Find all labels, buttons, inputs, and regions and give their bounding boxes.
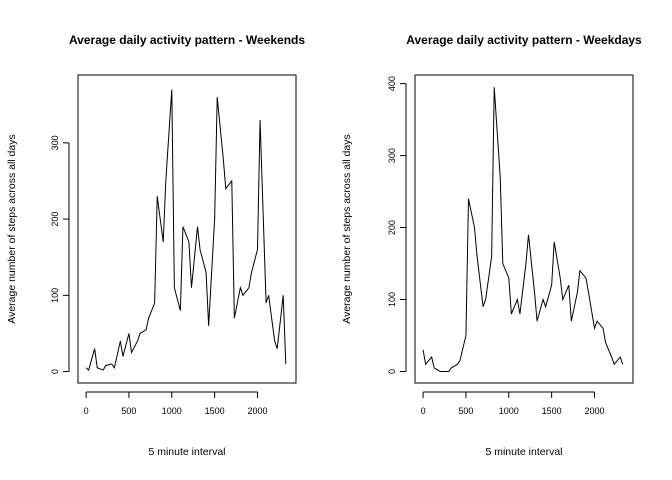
x-tick-label: 2000	[584, 406, 604, 416]
y-tick-label: 0	[50, 369, 60, 374]
x-tick-label: 2000	[247, 406, 267, 416]
x-tick-label: 500	[121, 406, 136, 416]
x-tick-label: 1500	[542, 406, 562, 416]
y-tick-label: 200	[387, 220, 397, 235]
y-axis-label: Average number of steps across all days	[341, 134, 353, 324]
y-tick-label: 100	[387, 292, 397, 307]
x-axis-label: 5 minute interval	[485, 446, 562, 458]
plot-box	[414, 74, 634, 384]
y-tick-label: 200	[50, 212, 60, 227]
y-tick-label: 100	[50, 288, 60, 303]
y-tick-label: 300	[50, 135, 60, 150]
x-tick-label: 0	[421, 406, 426, 416]
x-tick-label: 0	[84, 406, 89, 416]
y-tick-label: 0	[387, 369, 397, 374]
data-line	[422, 87, 624, 372]
x-tick-label: 1000	[499, 406, 519, 416]
x-tick-label: 1500	[205, 406, 225, 416]
chart-title: Average daily activity pattern - Weekend…	[69, 33, 305, 47]
data-line	[85, 89, 287, 371]
chart-title: Average daily activity pattern - Weekday…	[406, 33, 642, 47]
y-tick-label: 400	[387, 76, 397, 91]
plot-box	[77, 74, 297, 384]
x-tick-label: 500	[458, 406, 473, 416]
x-tick-label: 1000	[162, 406, 182, 416]
x-axis-label: 5 minute interval	[148, 446, 225, 458]
y-axis-label: Average number of steps across all days	[6, 134, 18, 324]
y-tick-label: 300	[387, 148, 397, 163]
